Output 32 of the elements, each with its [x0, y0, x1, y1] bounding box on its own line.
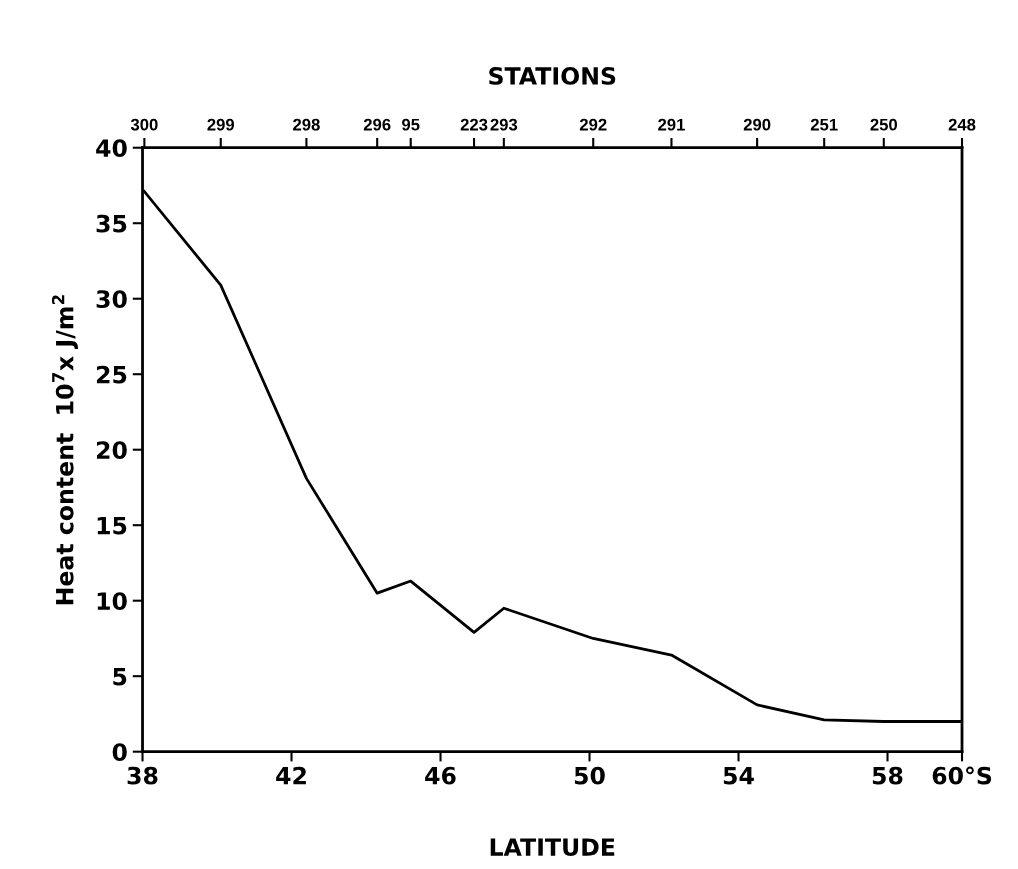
annotation: 290: [743, 118, 771, 131]
y-tick-label: 20: [96, 441, 127, 460]
x-tick-label: 58: [872, 766, 903, 785]
annotation: 296: [363, 118, 391, 131]
x-tick-label: 50: [574, 766, 605, 785]
annotation: 248: [948, 118, 976, 131]
y-tick-label: 25: [96, 365, 127, 384]
x-tick-label: 54: [723, 767, 754, 785]
x-tick-label: 60°S: [932, 766, 992, 785]
annotation: 292: [579, 118, 607, 131]
y-tick-label: 5: [113, 667, 127, 686]
x-tick-label: 46: [425, 766, 456, 785]
y-tick-label: 0: [112, 743, 127, 761]
y-tick-label: 40: [96, 139, 127, 158]
annotation: 300: [130, 118, 158, 131]
x-axis-title: LATITUDE: [490, 838, 615, 857]
annotation: 291: [658, 118, 685, 131]
y-tick-label: 35: [96, 214, 127, 233]
annotation: 95: [402, 118, 420, 131]
y-tick-label: 15: [97, 516, 127, 535]
annotation: 299: [207, 118, 235, 131]
x-tick-label: 42: [276, 766, 306, 785]
x2-axis-title: STATIONS: [489, 67, 616, 85]
annotation: 223: [460, 118, 488, 131]
x-tick-label: 38: [127, 766, 158, 785]
annotation: 298: [293, 118, 320, 131]
annotation: 293: [490, 118, 518, 131]
annotation: 251: [810, 118, 838, 131]
y-tick-label: 30: [96, 290, 127, 309]
y-tick-label: 10: [97, 592, 127, 610]
annotation: 250: [870, 118, 898, 131]
y-axis-title: Heat content 10$^{7}$x J/m$^{2}$: [51, 295, 78, 605]
